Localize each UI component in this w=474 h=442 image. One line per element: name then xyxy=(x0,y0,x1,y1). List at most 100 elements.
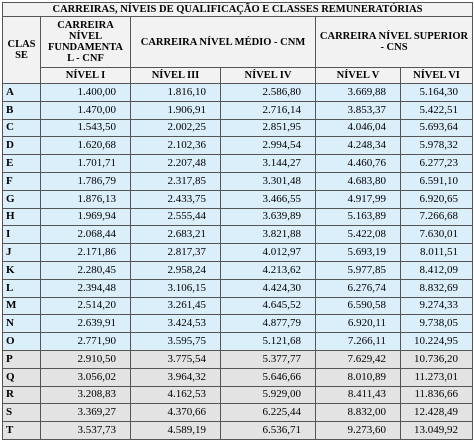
value-cell: 4.162,53 xyxy=(130,385,221,405)
value-cell: 2.280,45 xyxy=(40,260,131,280)
value-cell: 2.683,21 xyxy=(130,225,221,245)
level-header: NÍVEL VI xyxy=(399,67,474,84)
value-cell: 2.433,75 xyxy=(130,189,221,209)
value-cell: 4.248,34 xyxy=(315,136,401,156)
value-cell: 11.273,01 xyxy=(399,367,474,387)
value-cell: 5.163,89 xyxy=(315,207,401,227)
value-cell: 1.470,00 xyxy=(40,100,131,120)
value-cell: 4.917,99 xyxy=(315,189,401,209)
class-cell: T xyxy=(2,421,41,440)
value-cell: 3.964,32 xyxy=(130,367,221,387)
class-cell: S xyxy=(2,403,41,423)
header-cnf: CARREIRA NÍVEL FUNDAMENTA L - CNF xyxy=(40,16,131,68)
value-cell: 3.775,54 xyxy=(130,349,221,369)
value-cell: 4.012,97 xyxy=(220,243,316,262)
class-cell: E xyxy=(2,154,41,173)
header-cns: CARREIRA NÍVEL SUPERIOR - CNS xyxy=(314,16,474,68)
value-cell: 5.422,51 xyxy=(399,100,474,120)
table-row: D 1.620,68 2.102,36 2.994,54 4.248,34 5.978,3… xyxy=(2,136,474,156)
value-cell: 13.049,92 xyxy=(399,421,474,440)
table-title: CARREIRAS, NÍVEIS DE QUALIFICAÇÃO E CLAS… xyxy=(1,2,474,17)
value-cell: 5.646,66 xyxy=(220,367,316,387)
value-cell: 9.738,05 xyxy=(399,314,474,334)
value-cell: 3.369,27 xyxy=(40,403,131,423)
value-cell: 8.412,09 xyxy=(399,260,474,280)
class-cell: I xyxy=(2,225,41,245)
table-row: K 2.280,45 2.958,24 4.213,62 5.977,85 8.412,0… xyxy=(2,260,474,280)
value-cell: 9.273,60 xyxy=(315,421,401,440)
value-cell: 4.370,66 xyxy=(130,403,221,423)
value-cell: 2.068,44 xyxy=(40,225,131,245)
class-cell: R xyxy=(2,385,41,405)
value-cell: 5.977,85 xyxy=(315,260,401,280)
value-cell: 3.144,27 xyxy=(220,154,316,173)
value-cell: 1.969,94 xyxy=(40,207,131,227)
value-cell: 6.591,10 xyxy=(399,171,474,191)
table-row: J 2.171,86 2.817,37 4.012,97 5.693,19 8.011,5… xyxy=(2,243,474,262)
value-cell: 4.046,04 xyxy=(315,118,401,138)
class-cell: N xyxy=(2,314,41,334)
value-cell: 8.411,43 xyxy=(315,385,401,405)
value-cell: 3.821,88 xyxy=(220,225,316,245)
class-cell: M xyxy=(2,296,41,316)
value-cell: 9.274,33 xyxy=(399,296,474,316)
value-cell: 8.011,51 xyxy=(399,243,474,262)
value-cell: 6.276,74 xyxy=(315,278,401,298)
header-cnm: CARREIRA NÍVEL MÉDIO - CNM xyxy=(130,16,316,68)
value-cell: 7.629,42 xyxy=(315,349,401,369)
value-cell: 3.424,53 xyxy=(130,314,221,334)
value-cell: 2.586,80 xyxy=(220,83,316,102)
value-cell: 2.994,54 xyxy=(220,136,316,156)
value-cell: 6.920,65 xyxy=(399,189,474,209)
table-row: I 2.068,44 2.683,21 3.821,88 5.422,08 7.630,0… xyxy=(2,225,474,245)
value-cell: 6.920,11 xyxy=(315,314,401,334)
value-cell: 4.460,76 xyxy=(315,154,401,173)
value-cell: 2.851,95 xyxy=(220,118,316,138)
value-cell: 3.208,83 xyxy=(40,385,131,405)
class-cell: O xyxy=(2,332,41,351)
value-cell: 11.836,66 xyxy=(399,385,474,405)
value-cell: 2.394,48 xyxy=(40,278,131,298)
value-cell: 3.106,15 xyxy=(130,278,221,298)
level-header: NÍVEL I xyxy=(40,67,131,84)
value-cell: 4.877,79 xyxy=(220,314,316,334)
table-row: S 3.369,27 4.370,66 6.225,44 8.832,00 12.428,… xyxy=(2,403,474,423)
table-row: P 2.910,50 3.775,54 5.377,77 7.629,42 10.736,… xyxy=(2,349,474,369)
value-cell: 10.224,95 xyxy=(399,332,474,351)
class-cell: B xyxy=(2,100,41,120)
class-cell: F xyxy=(2,171,41,191)
class-cell: A xyxy=(2,83,41,102)
table-row: O 2.771,90 3.595,75 5.121,68 7.266,11 10.224,… xyxy=(2,332,474,351)
value-cell: 1.906,91 xyxy=(130,100,221,120)
class-cell: Q xyxy=(2,367,41,387)
class-cell: J xyxy=(2,243,41,262)
table-row: L 2.394,48 3.106,15 4.424,30 6.276,74 8.832,6… xyxy=(2,278,474,298)
class-cell: C xyxy=(2,118,41,138)
value-cell: 2.817,37 xyxy=(130,243,221,262)
level-header: NÍVEL III xyxy=(130,67,221,84)
value-cell: 5.164,30 xyxy=(399,83,474,102)
value-cell: 3.669,88 xyxy=(315,83,401,102)
value-cell: 3.595,75 xyxy=(130,332,221,351)
value-cell: 7.266,11 xyxy=(315,332,401,351)
value-cell: 2.771,90 xyxy=(40,332,131,351)
value-cell: 4.589,19 xyxy=(130,421,221,440)
value-cell: 8.832,69 xyxy=(399,278,474,298)
value-cell: 3.639,89 xyxy=(220,207,316,227)
table-row: A 1.400,00 1.816,10 2.586,80 3.669,88 5.164,3… xyxy=(2,83,474,102)
value-cell: 1.786,79 xyxy=(40,171,131,191)
table-row: M 2.514,20 3.261,45 4.645,52 6.590,58 9.274,3… xyxy=(2,296,474,316)
value-cell: 6.225,44 xyxy=(220,403,316,423)
value-cell: 8.832,00 xyxy=(315,403,401,423)
value-cell: 5.693,19 xyxy=(315,243,401,262)
value-cell: 2.171,86 xyxy=(40,243,131,262)
value-cell: 2.639,91 xyxy=(40,314,131,334)
value-cell: 2.102,36 xyxy=(130,136,221,156)
value-cell: 5.422,08 xyxy=(315,225,401,245)
value-cell: 5.377,77 xyxy=(220,349,316,369)
table-row: F 1.786,79 2.317,85 3.301,48 4.683,80 6.591,1… xyxy=(2,171,474,191)
table-row: H 1.969,94 2.555,44 3.639,89 5.163,89 7.266,6… xyxy=(2,207,474,227)
table-row: E 1.701,71 2.207,48 3.144,27 4.460,76 6.277,2… xyxy=(2,154,474,173)
level-header: NÍVEL IV xyxy=(220,67,316,84)
